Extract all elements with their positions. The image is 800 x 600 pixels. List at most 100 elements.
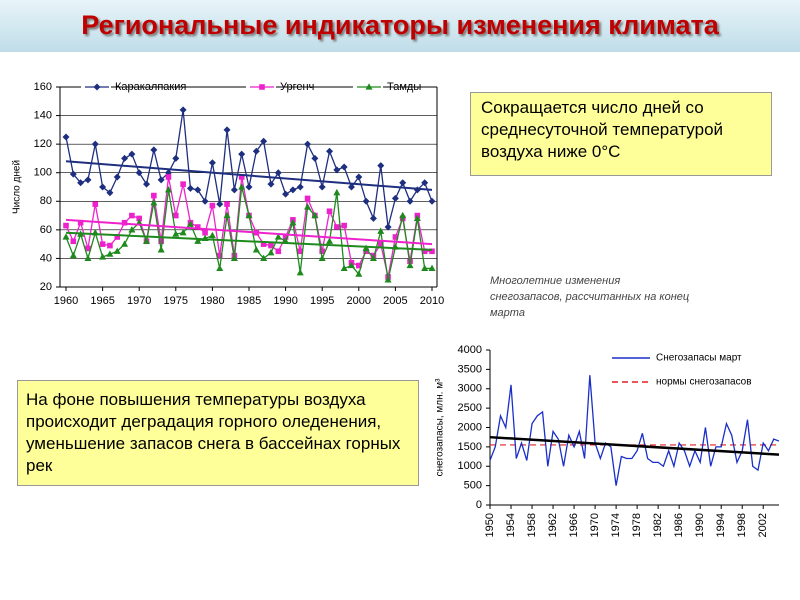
- marker: [143, 237, 151, 244]
- marker: [150, 146, 158, 154]
- marker: [362, 197, 370, 205]
- marker: [69, 251, 77, 259]
- marker: [62, 133, 70, 141]
- title-bar: [0, 0, 800, 52]
- marker: [194, 224, 201, 230]
- marker: [106, 250, 114, 257]
- marker: [69, 170, 77, 178]
- marker: [245, 183, 253, 191]
- x-tick-label: 1970: [589, 513, 601, 537]
- marker: [150, 198, 158, 206]
- marker: [179, 106, 187, 114]
- marker: [362, 244, 370, 252]
- marker: [311, 154, 319, 162]
- marker: [114, 234, 121, 240]
- marker: [208, 159, 216, 167]
- marker: [194, 237, 202, 244]
- marker: [151, 192, 157, 199]
- marker: [326, 208, 333, 215]
- marker: [157, 176, 165, 184]
- marker: [282, 190, 290, 198]
- y-tick-label: 100: [34, 167, 52, 179]
- marker: [377, 227, 385, 234]
- text-box: На фоне повышения температуры воздуха пр…: [17, 380, 419, 486]
- legend-label: Каракалпакия: [115, 81, 186, 93]
- marker: [216, 252, 223, 259]
- marker: [369, 254, 377, 262]
- marker: [238, 150, 246, 158]
- x-tick-label: 1998: [736, 513, 748, 537]
- marker: [377, 162, 385, 170]
- y-tick-label: 0: [476, 499, 482, 511]
- marker: [347, 261, 355, 269]
- text-box: Сокращается число дней со среднесуточной…: [470, 92, 772, 176]
- marker: [428, 197, 436, 205]
- marker: [62, 233, 70, 240]
- marker: [194, 186, 202, 194]
- marker: [136, 215, 142, 222]
- marker: [252, 147, 260, 155]
- trend-line: [65, 218, 433, 246]
- marker: [341, 222, 347, 229]
- marker: [143, 180, 151, 188]
- marker: [245, 211, 253, 219]
- marker: [186, 184, 194, 192]
- marker: [70, 238, 77, 245]
- marker: [121, 154, 129, 162]
- marker: [260, 137, 268, 145]
- y-tick-label: 160: [34, 81, 52, 93]
- y-tick-label: 60: [40, 224, 52, 236]
- y-tick-label: 4000: [458, 344, 482, 356]
- y-tick-label: 80: [40, 195, 52, 207]
- marker: [289, 186, 297, 194]
- marker: [267, 248, 275, 256]
- marker: [333, 188, 341, 196]
- marker: [340, 163, 348, 171]
- marker: [135, 169, 143, 177]
- legend-label: нормы снегозапасов: [656, 377, 752, 388]
- marker: [429, 248, 435, 255]
- marker: [355, 270, 363, 277]
- y-tick-label: 20: [40, 281, 52, 293]
- marker: [208, 231, 216, 239]
- legend-label: Снегозапасы март: [656, 353, 742, 364]
- marker: [165, 174, 172, 180]
- x-tick-label: 1950: [484, 513, 496, 537]
- marker: [164, 186, 172, 193]
- series-line: [65, 109, 433, 228]
- x-tick-label: 1980: [200, 295, 224, 307]
- marker: [369, 214, 377, 222]
- marker: [252, 246, 260, 253]
- marker: [274, 169, 282, 177]
- y-tick-label: 500: [464, 480, 482, 492]
- marker: [230, 186, 238, 194]
- marker: [355, 173, 363, 181]
- x-tick-label: 2000: [347, 295, 371, 307]
- x-tick-label: 1974: [610, 513, 622, 537]
- marker: [128, 150, 136, 158]
- marker: [77, 219, 84, 226]
- x-tick-label: 1954: [505, 513, 517, 537]
- trend-line: [65, 160, 433, 191]
- marker: [363, 248, 369, 255]
- x-tick-label: 1965: [90, 295, 114, 307]
- chart-caption: Многолетние изменения снегозапасов, расс…: [490, 275, 690, 319]
- marker: [334, 224, 340, 230]
- marker: [260, 241, 267, 247]
- y-tick-label: 40: [40, 252, 52, 264]
- marker: [202, 229, 208, 236]
- y-tick-label: 120: [34, 138, 52, 150]
- marker: [319, 248, 325, 255]
- marker: [209, 202, 216, 209]
- trend-line: [489, 435, 780, 456]
- marker: [406, 261, 414, 269]
- y-tick-label: 1000: [458, 460, 482, 472]
- x-tick-label: 2002: [757, 513, 769, 537]
- marker: [274, 233, 282, 240]
- marker: [99, 253, 107, 260]
- x-tick-label: 1962: [547, 513, 559, 537]
- x-tick-label: 1975: [164, 295, 188, 307]
- marker: [421, 264, 429, 272]
